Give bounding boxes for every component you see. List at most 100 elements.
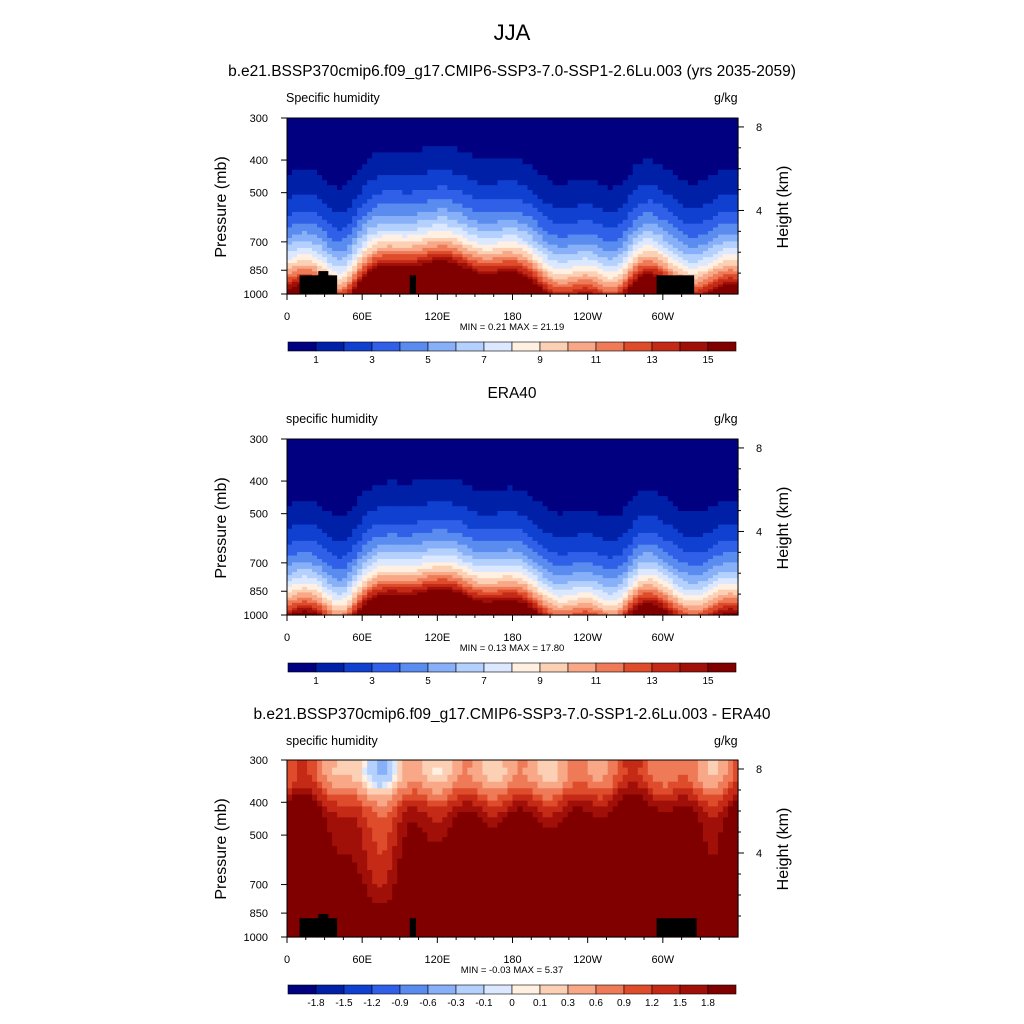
- contour-cell: [377, 555, 383, 560]
- contour-cell: [332, 565, 338, 570]
- contour-cell: [492, 207, 499, 213]
- contour-cell: [477, 274, 484, 278]
- contour-cell: [342, 490, 348, 497]
- contour-cell: [562, 276, 569, 280]
- contour-cell: [682, 180, 689, 186]
- contour-cell: [517, 219, 524, 225]
- contour-cell: [437, 260, 443, 264]
- contour-cell: [457, 152, 463, 159]
- contour-cell: [367, 496, 373, 502]
- contour-cell: [527, 189, 534, 196]
- contour-cell: [387, 600, 393, 604]
- contour-cell: [552, 254, 559, 258]
- contour-cell: [527, 234, 534, 239]
- contour-cell: [632, 227, 639, 232]
- contour-cell: [382, 284, 388, 288]
- contour-cell: [487, 158, 494, 165]
- contour-cell: [402, 251, 408, 255]
- contour-cell: [427, 189, 433, 196]
- contour-cell: [477, 139, 484, 147]
- contour-cell: [592, 203, 599, 209]
- contour-cell: [322, 219, 328, 225]
- contour-cell: [387, 602, 393, 606]
- contour-cell: [362, 501, 368, 507]
- contour-cell: [427, 231, 433, 236]
- contour-cell: [392, 274, 398, 278]
- contour-cell: [382, 254, 388, 258]
- colorbar-swatch: [567, 341, 597, 352]
- contour-cell: [352, 595, 358, 599]
- contour-cell: [642, 203, 649, 209]
- contour-cell: [692, 263, 699, 267]
- contour-cell: [402, 231, 408, 236]
- contour-cell: [467, 199, 474, 205]
- contour-cell: [507, 211, 514, 217]
- contour-cell: [567, 286, 574, 290]
- contour-cell: [647, 279, 654, 283]
- contour-cell: [422, 284, 428, 288]
- contour-cell: [517, 189, 524, 196]
- contour-cell: [422, 247, 428, 252]
- contour-cell: [402, 211, 408, 217]
- contour-cell: [647, 199, 654, 205]
- contour-cell: [492, 231, 499, 236]
- contour-cell: [707, 274, 714, 278]
- contour-cell: [512, 257, 519, 261]
- contour-cell: [297, 600, 303, 604]
- contour-cell: [672, 265, 679, 270]
- contour-cell: [457, 279, 463, 283]
- contour-cell: [622, 247, 629, 252]
- contour-cell: [692, 185, 699, 191]
- contour-cell: [357, 581, 363, 585]
- contour-cell: [662, 223, 669, 228]
- contour-cell: [562, 274, 569, 278]
- contour-cell: [487, 227, 494, 232]
- contour-cell: [527, 118, 534, 127]
- contour-cell: [517, 241, 524, 246]
- contour-cell: [312, 271, 318, 275]
- contour-cell: [692, 199, 699, 205]
- contour-cell: [652, 281, 659, 285]
- contour-cell: [292, 446, 298, 455]
- contour-cell: [327, 473, 333, 480]
- contour-cell: [702, 286, 709, 290]
- contour-cell: [382, 605, 388, 609]
- contour-cell: [377, 501, 383, 507]
- contour-cell: [327, 532, 333, 538]
- contour-cell: [482, 251, 489, 255]
- contour-cell: [432, 279, 438, 283]
- contour-cell: [657, 180, 664, 186]
- contour-cell: [622, 146, 629, 153]
- contour-cell: [537, 271, 544, 275]
- contour-cell: [337, 152, 343, 159]
- contour-cell: [342, 496, 348, 502]
- contour-cell: [437, 254, 443, 258]
- contour-cell: [587, 219, 594, 225]
- contour-cell: [362, 203, 368, 209]
- contour-cell: [537, 180, 544, 186]
- contour-cell: [287, 279, 293, 283]
- contour-cell: [642, 180, 649, 186]
- contour-cell: [287, 189, 293, 196]
- contour-cell: [362, 559, 368, 563]
- contour-cell: [657, 146, 664, 153]
- contour-cell: [342, 223, 348, 228]
- contour-cell: [637, 189, 644, 196]
- contour-cell: [342, 610, 348, 614]
- contour-cell: [627, 244, 634, 249]
- contour-cell: [312, 544, 318, 549]
- contour-cell: [412, 194, 418, 200]
- contour-cell: [377, 490, 383, 497]
- contour-cell: [682, 254, 689, 258]
- contour-cell: [502, 251, 509, 255]
- contour-cell: [352, 520, 358, 526]
- contour-cell: [612, 180, 619, 186]
- contour-cell: [677, 223, 684, 228]
- contour-cell: [602, 199, 609, 205]
- contour-cell: [357, 263, 363, 267]
- contour-cell: [512, 118, 519, 127]
- contour-cell: [482, 211, 489, 217]
- contour-cell: [407, 223, 413, 228]
- contour-cell: [327, 146, 333, 153]
- contour-cell: [677, 180, 684, 186]
